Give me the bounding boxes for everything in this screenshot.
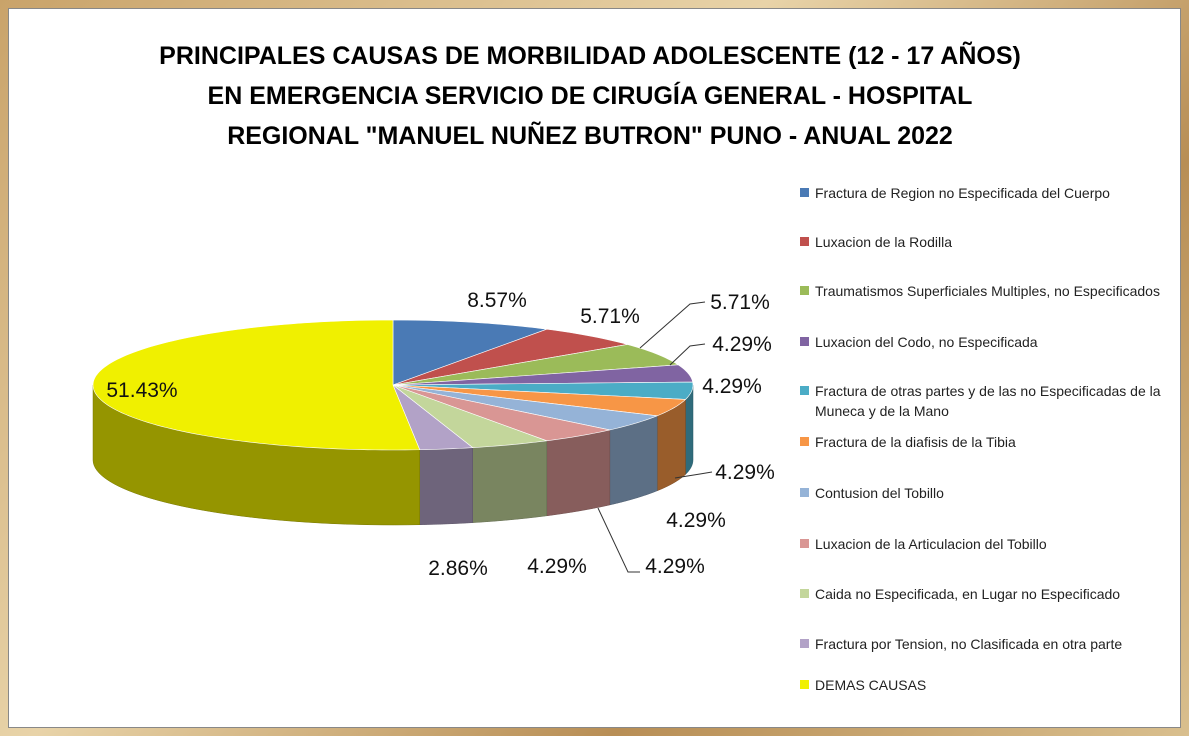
pie-slice [392, 384, 658, 431]
pie-slice [392, 384, 610, 442]
data-label: 4.29% [715, 461, 775, 484]
legend-label: Luxacion de la Articulacion del Tobillo [815, 536, 1047, 552]
pie-slice [392, 384, 474, 451]
data-label: 5.71% [580, 305, 640, 328]
pie-slice [392, 384, 547, 448]
data-label: 4.29% [666, 509, 726, 532]
legend-swatch [800, 286, 809, 295]
legend-swatch [800, 188, 809, 197]
pie-wall [609, 415, 658, 506]
pie-slice [92, 319, 421, 451]
legend-swatch [800, 237, 809, 246]
pie-slice [392, 344, 680, 386]
legend-swatch [800, 539, 809, 548]
data-label: 8.57% [467, 289, 527, 312]
pie-tops [92, 319, 694, 451]
leader-line [597, 507, 640, 573]
legend-label: Fractura de Region no Especificada del C… [815, 185, 1110, 201]
legend-label: Traumatismos Superficiales Multiples, no… [815, 283, 1160, 299]
pie-wall [472, 440, 548, 523]
pie-slice [392, 384, 687, 417]
legend-swatch [800, 337, 809, 346]
legend-swatch [800, 680, 809, 689]
pie-slice [392, 381, 694, 400]
legend-swatch [800, 386, 809, 395]
data-label: 51.43% [106, 379, 177, 402]
chart-title: PRINCIPALES CAUSAS DE MORBILIDAD ADOLESC… [159, 40, 1021, 70]
pie-wall [419, 447, 473, 525]
legend-label: Fractura por Tension, no Clasificada en … [815, 636, 1123, 652]
legend-label: Fractura de la diafisis de la Tibia [815, 434, 1016, 450]
leader-line [639, 301, 706, 349]
legend-label: Luxacion del Codo, no Especificada [815, 334, 1038, 350]
legend-swatch [800, 488, 809, 497]
legend-label: Luxacion de la Rodilla [815, 234, 952, 250]
data-label: 4.29% [527, 555, 587, 578]
legend-label: Contusion del Tobillo [815, 485, 944, 501]
data-label: 4.29% [702, 375, 762, 398]
leader-line [669, 343, 706, 366]
chart-title: EN EMERGENCIA SERVICIO DE CIRUGÍA GENERA… [208, 81, 973, 110]
data-label: 2.86% [428, 557, 488, 580]
chart-title: REGIONAL "MANUEL NUÑEZ BUTRON" PUNO - AN… [227, 120, 953, 150]
legend-swatch [800, 437, 809, 446]
pie-walls [92, 384, 694, 526]
pie-slice [392, 319, 547, 386]
pie-slice [392, 364, 694, 386]
legend-label: Caida no Especificada, en Lugar no Espec… [815, 586, 1121, 602]
pie-wall [546, 429, 611, 517]
data-label: 4.29% [712, 333, 772, 356]
pie-slice [392, 328, 628, 386]
data-label: 4.29% [645, 555, 705, 578]
legend-swatch [800, 589, 809, 598]
data-label: 5.71% [710, 291, 770, 314]
legend-label: DEMAS CAUSAS [815, 677, 927, 693]
legend-label: Fractura de otras partes y de las no Esp… [815, 383, 1161, 419]
leader-line [674, 471, 713, 479]
legend-swatch [800, 639, 809, 648]
